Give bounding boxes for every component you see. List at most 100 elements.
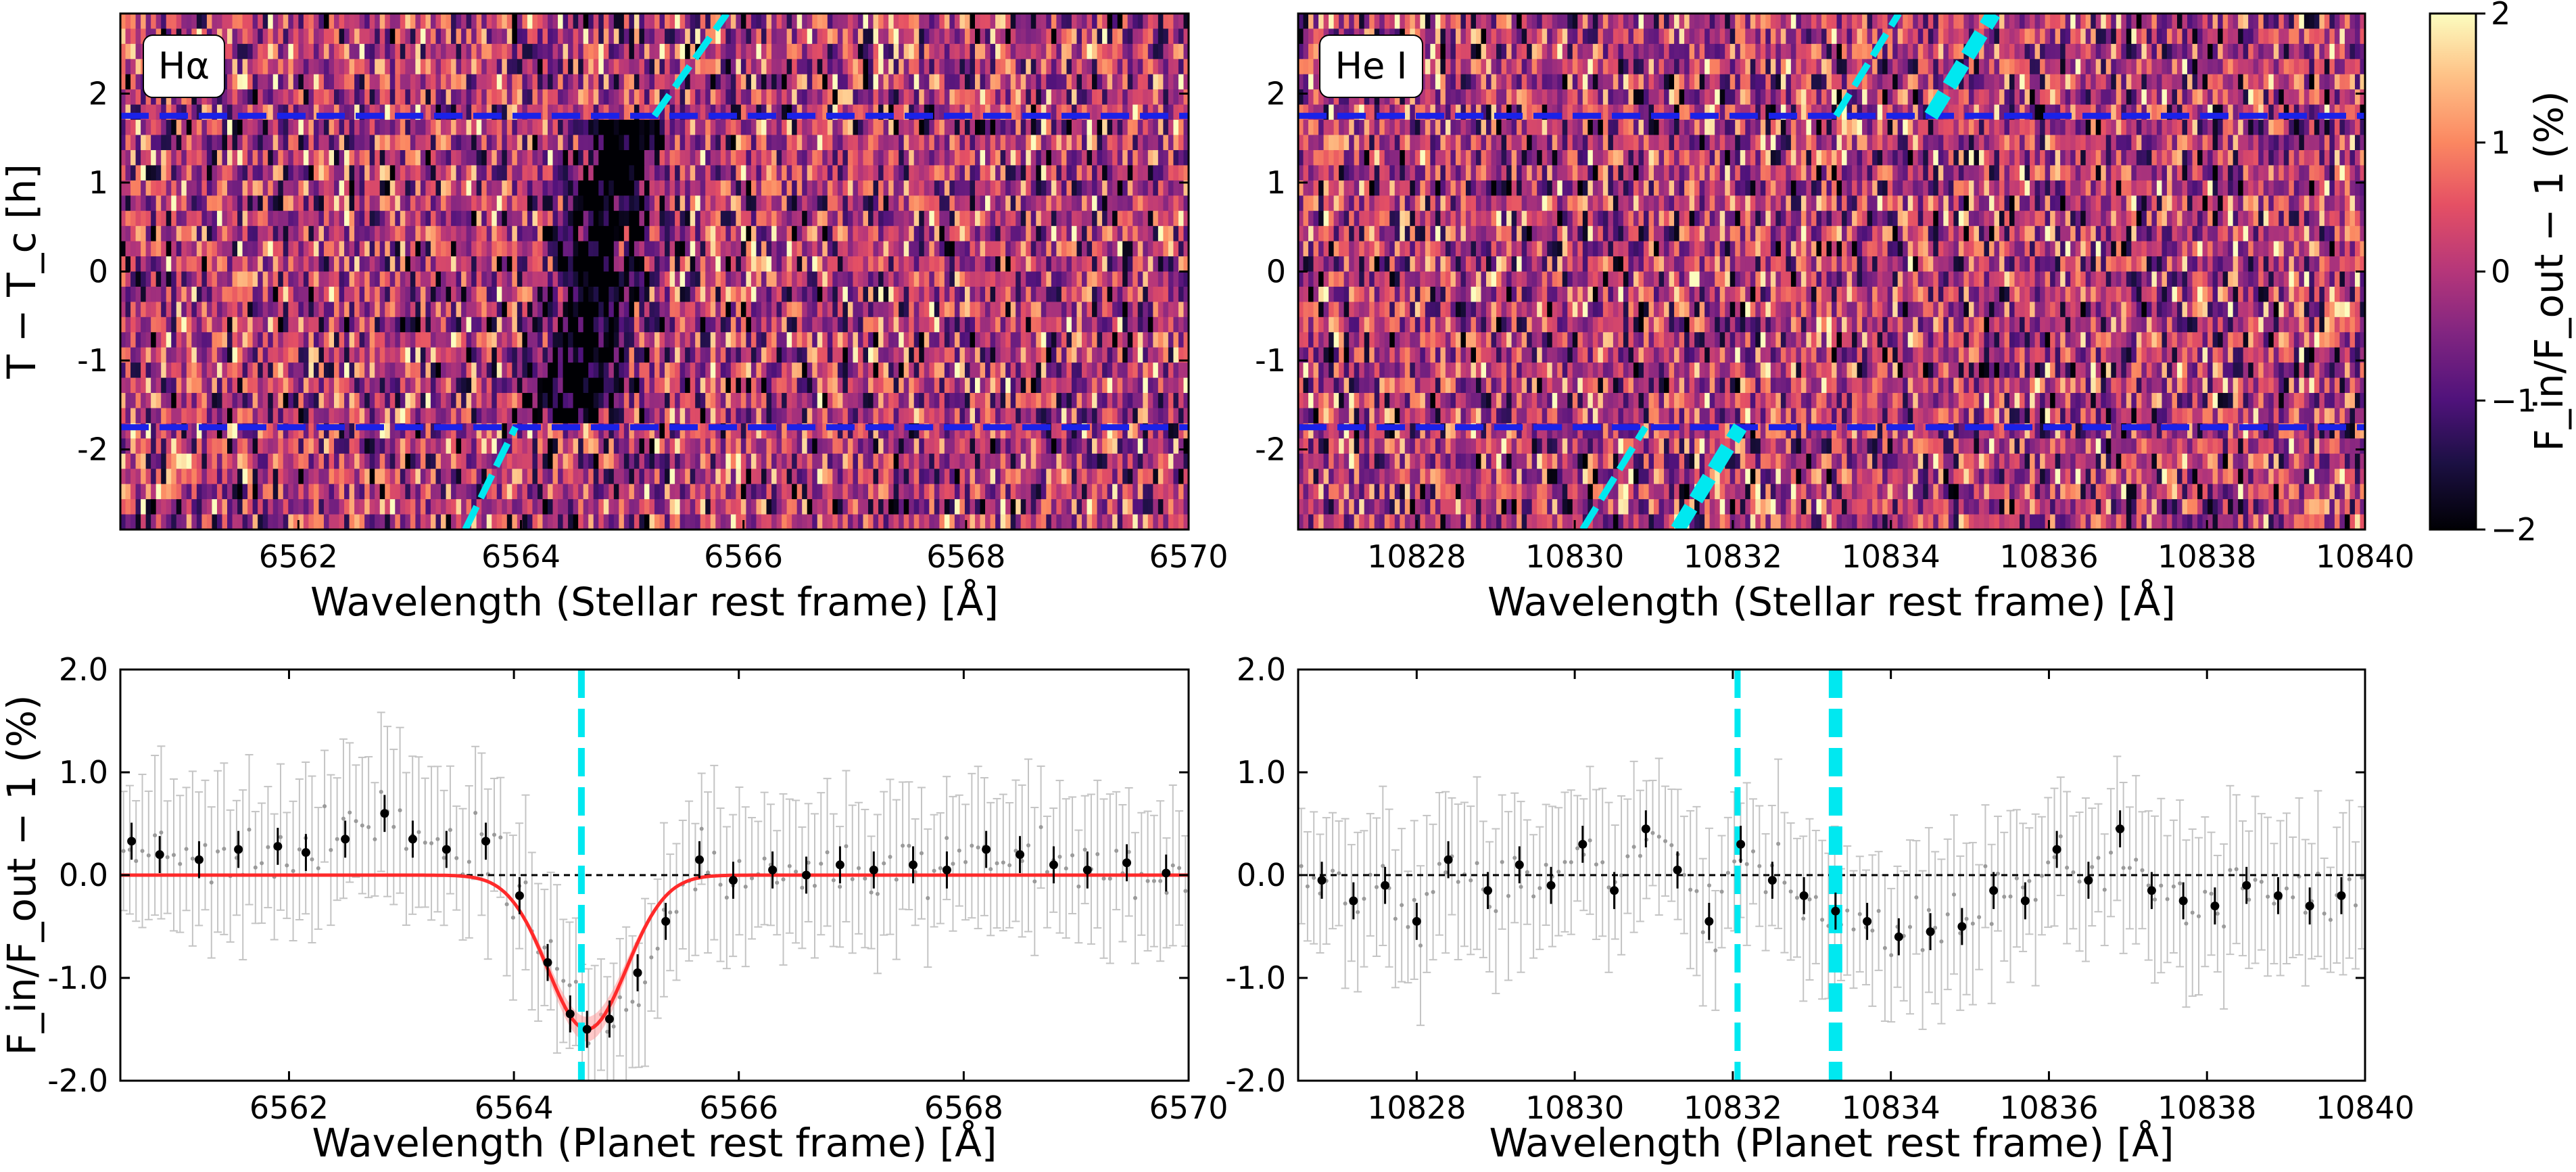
heatmap-cell — [354, 226, 360, 242]
heatmap-cell — [1178, 165, 1185, 181]
heatmap-cell — [873, 43, 879, 60]
heatmap-cell — [644, 210, 650, 227]
heatmap-cell — [786, 180, 792, 196]
heatmap-cell — [893, 180, 899, 196]
heatmap-cell — [542, 135, 548, 151]
heatmap-cell — [746, 317, 752, 333]
heatmap-cell — [771, 256, 778, 273]
heatmap-cell — [705, 74, 711, 90]
heatmap-cell — [690, 149, 696, 166]
heatmap-cell — [441, 149, 447, 166]
heatmap-cell — [201, 256, 208, 273]
heatmap-cell — [537, 226, 544, 242]
heatmap-cell — [476, 286, 482, 302]
heatmap-cell — [675, 59, 681, 75]
heatmap-cell — [466, 286, 472, 302]
heatmap-cell — [796, 210, 803, 227]
heatmap-cell — [593, 89, 599, 106]
heatmap-cell — [903, 180, 909, 196]
heatmap-cell — [1061, 28, 1068, 45]
heatmap-cell — [857, 104, 864, 120]
heatmap-cell — [909, 28, 915, 45]
heatmap-cell — [644, 302, 650, 318]
heatmap-cell — [456, 362, 462, 379]
heatmap-cell — [1178, 43, 1185, 60]
heatmap-cell — [532, 256, 538, 273]
heatmap-cell — [995, 120, 1001, 136]
heatmap-cell — [379, 256, 385, 273]
heatmap-cell — [329, 271, 335, 287]
heatmap-cell — [1051, 195, 1057, 212]
heatmap-cell — [181, 149, 187, 166]
heatmap-cell — [558, 149, 564, 166]
heatmap-cell — [558, 120, 564, 136]
heatmap-cell — [1066, 317, 1072, 333]
heatmap-cell — [807, 362, 813, 379]
heatmap-cell — [1153, 271, 1159, 287]
heatmap-cell — [542, 226, 548, 242]
heatmap-cell — [242, 165, 248, 181]
heatmap-cell — [1005, 256, 1011, 273]
heatmap-cell — [389, 317, 396, 333]
heatmap-cell — [679, 59, 686, 75]
heatmap-cell — [832, 89, 838, 106]
heatmap-cell — [679, 241, 686, 257]
heatmap-cell — [492, 149, 498, 166]
heatmap-cell — [400, 120, 406, 136]
heatmap-cell — [430, 59, 437, 75]
heatmap-cell — [710, 149, 716, 166]
heatmap-cell — [842, 271, 849, 287]
heatmap-cell — [120, 104, 126, 120]
heatmap-cell — [771, 59, 778, 75]
heatmap-cell — [329, 195, 335, 212]
heatmap-cell — [1041, 120, 1047, 136]
heatmap-cell — [1127, 165, 1133, 181]
heatmap-cell — [471, 210, 477, 227]
heatmap-cell — [868, 135, 874, 151]
heatmap-cell — [588, 149, 594, 166]
heatmap-cell — [272, 14, 279, 30]
heatmap-cell — [288, 43, 294, 60]
heatmap-cell — [227, 135, 233, 151]
heatmap-cell — [227, 59, 233, 75]
heatmap-cell — [552, 195, 558, 212]
heatmap-cell — [980, 104, 986, 120]
heatmap-cell — [1173, 43, 1179, 60]
heatmap-cell — [578, 286, 584, 302]
heatmap-cell — [375, 286, 381, 302]
heatmap-cell — [756, 59, 762, 75]
heatmap-cell — [857, 256, 864, 273]
heatmap-cell — [1076, 28, 1082, 45]
heatmap-cell — [679, 180, 686, 196]
heatmap-cell — [665, 241, 671, 257]
heatmap-cell — [486, 74, 492, 90]
heatmap-cell — [247, 74, 254, 90]
heatmap-cell — [736, 241, 742, 257]
heatmap-cell — [1143, 89, 1149, 106]
heatmap-cell — [242, 89, 248, 106]
heatmap-cell — [1071, 302, 1078, 318]
heatmap-cell — [796, 317, 803, 333]
heatmap-cell — [212, 332, 218, 348]
heatmap-cell — [451, 286, 457, 302]
heatmap-cell — [186, 120, 192, 136]
heatmap-cell — [369, 241, 375, 257]
heatmap-cell — [471, 28, 477, 45]
heatmap-cell — [481, 89, 487, 106]
heatmap-cell — [278, 180, 284, 196]
heatmap-cell — [1127, 195, 1133, 212]
heatmap-cell — [242, 180, 248, 196]
heatmap-cell — [796, 74, 803, 90]
heatmap-cell — [522, 210, 528, 227]
heatmap-cell — [593, 165, 599, 181]
heatmap-cell — [558, 332, 564, 348]
heatmap-cell — [603, 317, 609, 333]
heatmap-cell — [552, 120, 558, 136]
heatmap-cell — [873, 165, 879, 181]
heatmap-cell — [435, 89, 442, 106]
heatmap-cell — [141, 120, 147, 136]
heatmap-cell — [1030, 210, 1036, 227]
heatmap-cell — [740, 74, 747, 90]
heatmap-cell — [873, 347, 879, 363]
heatmap-cell — [268, 89, 274, 106]
